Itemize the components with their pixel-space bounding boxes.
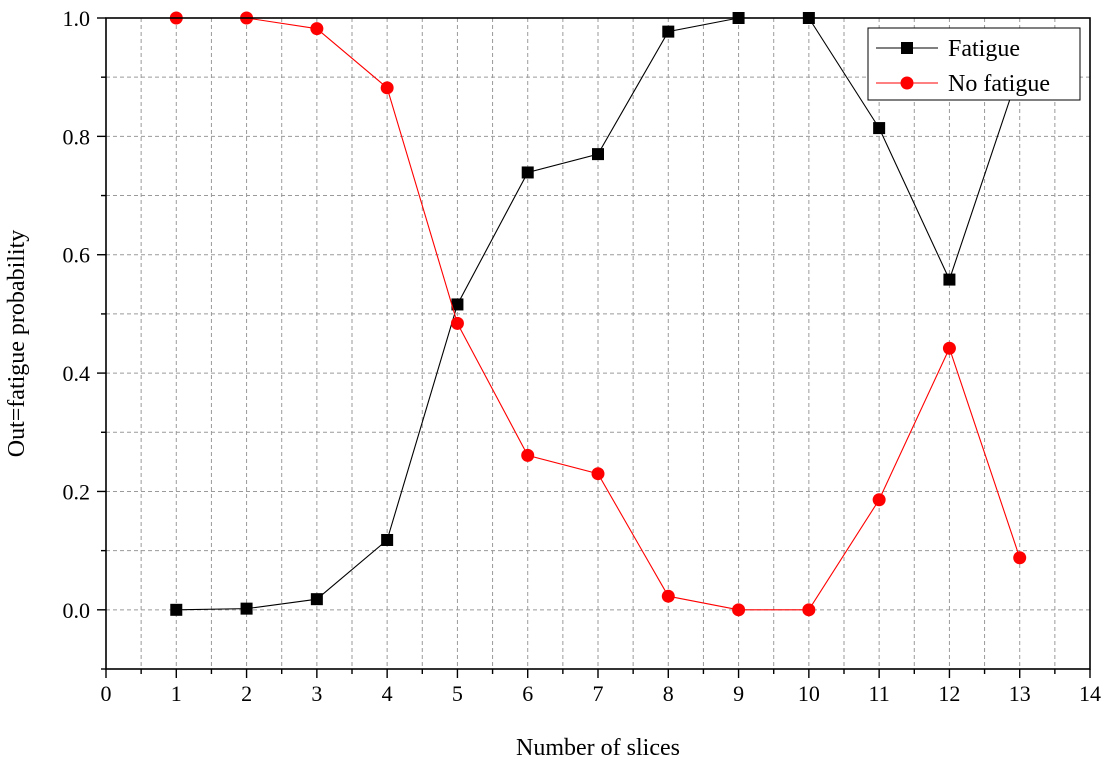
- data-point-no-fatigue: [450, 316, 464, 330]
- y-tick-label: 0.8: [63, 124, 91, 149]
- data-point-fatigue: [592, 148, 604, 161]
- x-tick-label: 0: [101, 681, 112, 706]
- data-point-fatigue: [240, 602, 253, 615]
- legend-marker-fatigue: [901, 42, 913, 54]
- data-point-no-fatigue: [732, 603, 746, 617]
- data-point-no-fatigue: [661, 589, 675, 603]
- x-tick-label: 7: [593, 681, 604, 706]
- grid: [106, 18, 1090, 670]
- x-tick-label: 6: [522, 681, 533, 706]
- y-tick-label: 0.2: [63, 479, 91, 504]
- y-tick-label: 0.0: [63, 598, 91, 623]
- x-tick-label: 5: [452, 681, 463, 706]
- data-point-no-fatigue: [942, 341, 956, 355]
- data-point-no-fatigue: [591, 467, 605, 481]
- data-point-fatigue: [381, 533, 394, 546]
- data-point-fatigue: [170, 603, 183, 616]
- tick-labels: 0 1 2 3 4 5 6 7 8 9 10 11 12 13 140.00.20.40.60.81.0: [63, 6, 1102, 706]
- data-point-no-fatigue: [872, 493, 886, 507]
- data-point-fatigue: [521, 166, 534, 179]
- x-tick-label: 12: [938, 681, 960, 706]
- y-axis-title: Out=fatigue probability: [4, 230, 30, 457]
- legend-label-fatigue: Fatigue: [948, 36, 1020, 62]
- y-tick-label: 0.6: [63, 243, 91, 268]
- y-tick-label: 1.0: [63, 6, 91, 31]
- data-point-fatigue: [662, 25, 675, 38]
- data-point-fatigue: [943, 273, 956, 286]
- axis-ticks: [97, 17, 1091, 678]
- x-tick-label: 14: [1079, 681, 1101, 706]
- x-tick-label: 13: [1009, 681, 1031, 706]
- x-tick-label: 1: [171, 681, 182, 706]
- data-point-fatigue: [873, 122, 886, 135]
- data-point-no-fatigue: [521, 448, 535, 462]
- x-tick-label: 3: [311, 681, 322, 706]
- data-point-no-fatigue: [1013, 551, 1027, 565]
- x-tick-label: 11: [869, 681, 890, 706]
- legend-marker-no-fatigue: [900, 76, 914, 90]
- y-tick-label: 0.4: [63, 361, 91, 386]
- x-tick-label: 2: [241, 681, 252, 706]
- data-point-no-fatigue: [310, 22, 324, 36]
- x-tick-label: 10: [798, 681, 820, 706]
- data-point-no-fatigue: [380, 81, 394, 95]
- data-point-fatigue: [451, 298, 464, 311]
- data-point-fatigue: [310, 593, 323, 606]
- data-point-no-fatigue: [802, 603, 816, 617]
- x-axis-title: Number of slices: [516, 735, 680, 758]
- x-tick-label: 9: [733, 681, 744, 706]
- legend: Fatigue No fatigue: [867, 27, 1081, 101]
- series-layer: [169, 11, 1027, 617]
- x-tick-label: 8: [663, 681, 674, 706]
- legend-label-no-fatigue: No fatigue: [948, 71, 1050, 97]
- x-tick-label: 4: [382, 681, 393, 706]
